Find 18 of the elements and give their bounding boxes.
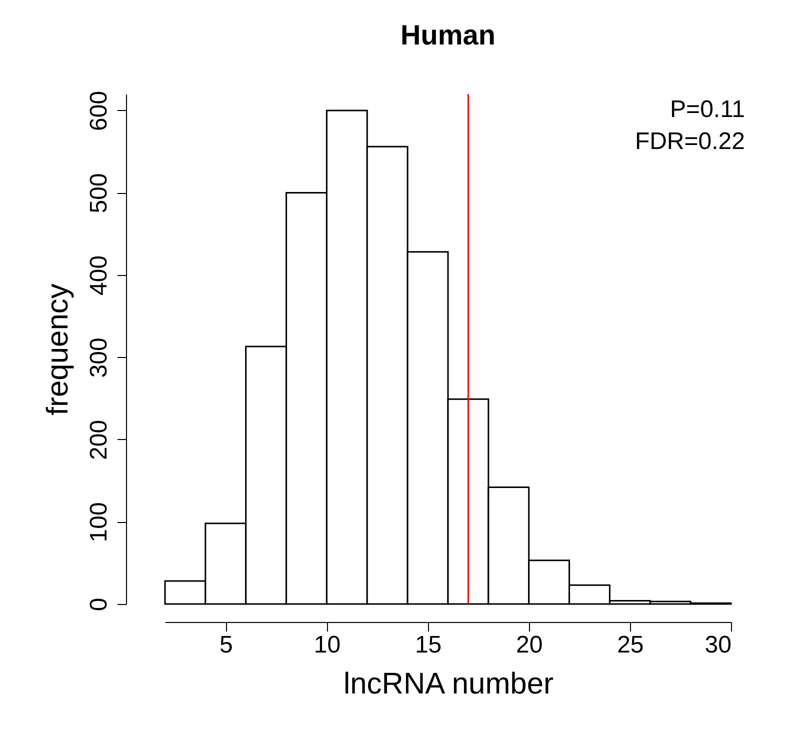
chart-title: Human	[400, 19, 496, 50]
x-tick-label: 30	[704, 632, 732, 658]
y-tick-label: 500	[86, 173, 112, 214]
y-tick-label: 200	[86, 420, 112, 460]
x-tick-label: 20	[516, 632, 543, 658]
x-tick-label: 5	[219, 632, 233, 658]
y-tick-label: 0	[86, 598, 112, 612]
annotation: P=0.11	[670, 96, 745, 123]
annotation: FDR=0.22	[634, 128, 745, 155]
y-tick-label: 100	[86, 502, 112, 542]
x-tick-label: 15	[414, 632, 442, 658]
x-axis-title: lncRNA number	[343, 668, 554, 700]
y-tick-label: 300	[86, 338, 112, 378]
y-axis-title: frequency	[42, 284, 74, 416]
x-tick-label: 10	[314, 632, 341, 658]
y-tick-label: 600	[86, 90, 112, 131]
x-tick-label: 25	[617, 632, 644, 658]
y-tick-label: 400	[86, 255, 112, 296]
